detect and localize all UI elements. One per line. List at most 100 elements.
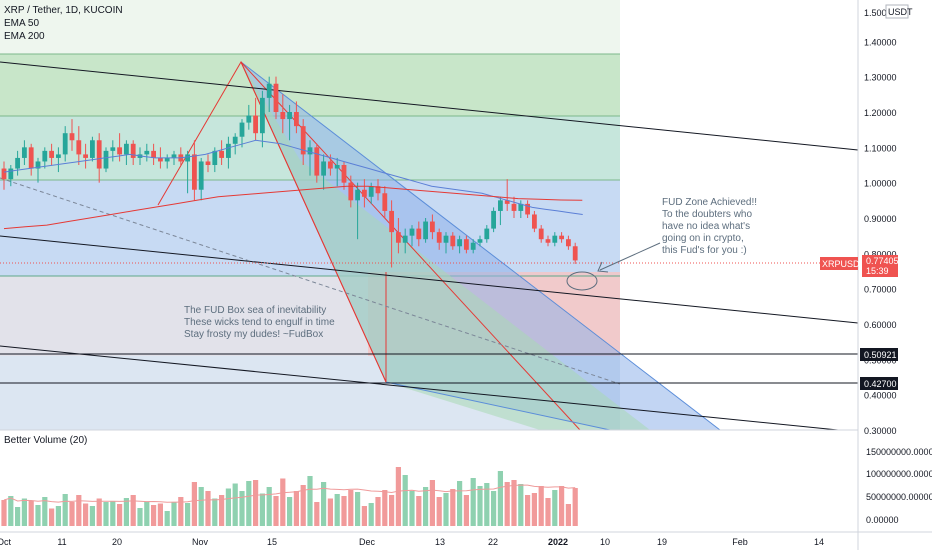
volume-bar: [334, 494, 340, 526]
volume-bar: [355, 492, 361, 526]
countdown-label: 15:39: [866, 266, 889, 276]
volume-bar: [178, 497, 184, 526]
volume-bar: [545, 498, 551, 526]
price-tick-label: 1.00000: [864, 179, 897, 189]
candle-body: [443, 235, 449, 243]
volume-bar: [314, 502, 320, 526]
candle-body: [498, 200, 503, 211]
candle-body: [253, 115, 258, 134]
candle-body: [69, 133, 75, 141]
price-tick-label: 0.60000: [864, 320, 897, 330]
candle-body: [22, 147, 27, 158]
ema200-label[interactable]: EMA 200: [4, 31, 45, 42]
candle-body: [470, 242, 476, 250]
volume-bar: [225, 488, 231, 526]
volume-bar: [253, 480, 259, 526]
volume-tick-label: 0.00000: [866, 515, 899, 525]
volume-bar: [157, 503, 163, 526]
volume-bar: [117, 504, 123, 526]
candle-body: [76, 140, 82, 155]
candle-body: [260, 97, 265, 134]
price-tick-label: 1.10000: [864, 143, 897, 153]
volume-bar: [83, 503, 89, 526]
candle-body: [192, 154, 197, 190]
candle-body: [246, 115, 252, 123]
candle-body: [402, 235, 408, 243]
candle-body: [300, 126, 306, 155]
volume-bar: [463, 495, 469, 526]
volume-bar: [321, 482, 327, 526]
volume-bar: [191, 482, 197, 526]
volume-bar: [375, 497, 381, 526]
symbol-tag: [820, 257, 858, 270]
level2-label: 0.42700: [864, 379, 897, 389]
ema-layer: [3, 139, 583, 230]
candle-body: [212, 150, 218, 165]
candle-body: [348, 182, 354, 201]
volume-bar: [287, 497, 293, 526]
candle-body: [545, 239, 551, 243]
volume-bar: [259, 493, 265, 526]
candle-body: [1, 168, 7, 180]
volume-bar: [69, 502, 75, 526]
volume-bar: [8, 496, 14, 526]
candle-body: [124, 143, 129, 155]
candle-body: [334, 165, 340, 169]
price-tick-label: 1.500: [864, 8, 887, 18]
volume-layer: [0, 429, 932, 526]
volume-bar: [273, 496, 279, 526]
candle-body: [103, 150, 109, 169]
volume-bar: [511, 480, 517, 526]
time-tick-label: Dec: [359, 537, 376, 547]
candle-body: [171, 154, 177, 158]
candle-body: [572, 246, 578, 261]
volume-bar: [361, 506, 367, 526]
price-tick-label: 0.80000: [864, 249, 897, 259]
candle-body: [491, 210, 496, 229]
volume-legend[interactable]: Better Volume (20): [4, 435, 88, 446]
candle-body: [280, 112, 286, 120]
volume-bar: [565, 504, 571, 526]
volume-bar: [348, 490, 354, 526]
candle-body: [321, 161, 326, 176]
candle-body: [477, 239, 483, 243]
fud-zone-line: have no idea what's: [662, 221, 751, 232]
volume-bar: [300, 485, 306, 526]
candle-body: [287, 112, 292, 120]
volume-tick-label: 100000000.00000: [866, 469, 932, 479]
volume-bar: [164, 511, 170, 526]
candle-body: [49, 150, 54, 158]
volume-tick-label: 150000000.00000: [866, 447, 932, 457]
level1-tag: [860, 348, 898, 361]
volume-bar: [144, 502, 150, 526]
volume-bar: [123, 498, 129, 526]
candle-body: [375, 186, 381, 194]
candle-body: [28, 147, 34, 169]
volume-bar: [389, 495, 395, 526]
trendline-upper: [0, 61, 859, 151]
pitchfork-green-band: [241, 62, 650, 430]
volume-bar: [130, 495, 136, 526]
price-tick-label: 0.30000: [864, 426, 897, 436]
ema50-label[interactable]: EMA 50: [4, 18, 40, 29]
fud-circle: [566, 271, 598, 291]
candle-body: [314, 147, 320, 176]
volume-bar: [246, 481, 252, 526]
price-tick-label: 0.90000: [864, 214, 897, 224]
currency-badge[interactable]: [885, 4, 909, 19]
green-zone: [0, 54, 620, 116]
ema200-line: [3, 185, 583, 230]
candle-body: [42, 150, 48, 162]
candle-body: [532, 214, 537, 229]
volume-bar: [382, 490, 388, 526]
candle-body: [423, 221, 428, 240]
candle-body: [566, 239, 571, 247]
candle-body: [504, 200, 510, 204]
volume-bar: [239, 491, 245, 526]
symbol-title[interactable]: XRP / Tether, 1D, KUCOIN: [4, 5, 123, 16]
fud-box-annotation: The FUD Box sea of inevitability These w…: [184, 305, 335, 341]
candle-layer: [1, 76, 578, 268]
trendline-middle: [0, 235, 859, 324]
volume-bar: [395, 467, 401, 526]
